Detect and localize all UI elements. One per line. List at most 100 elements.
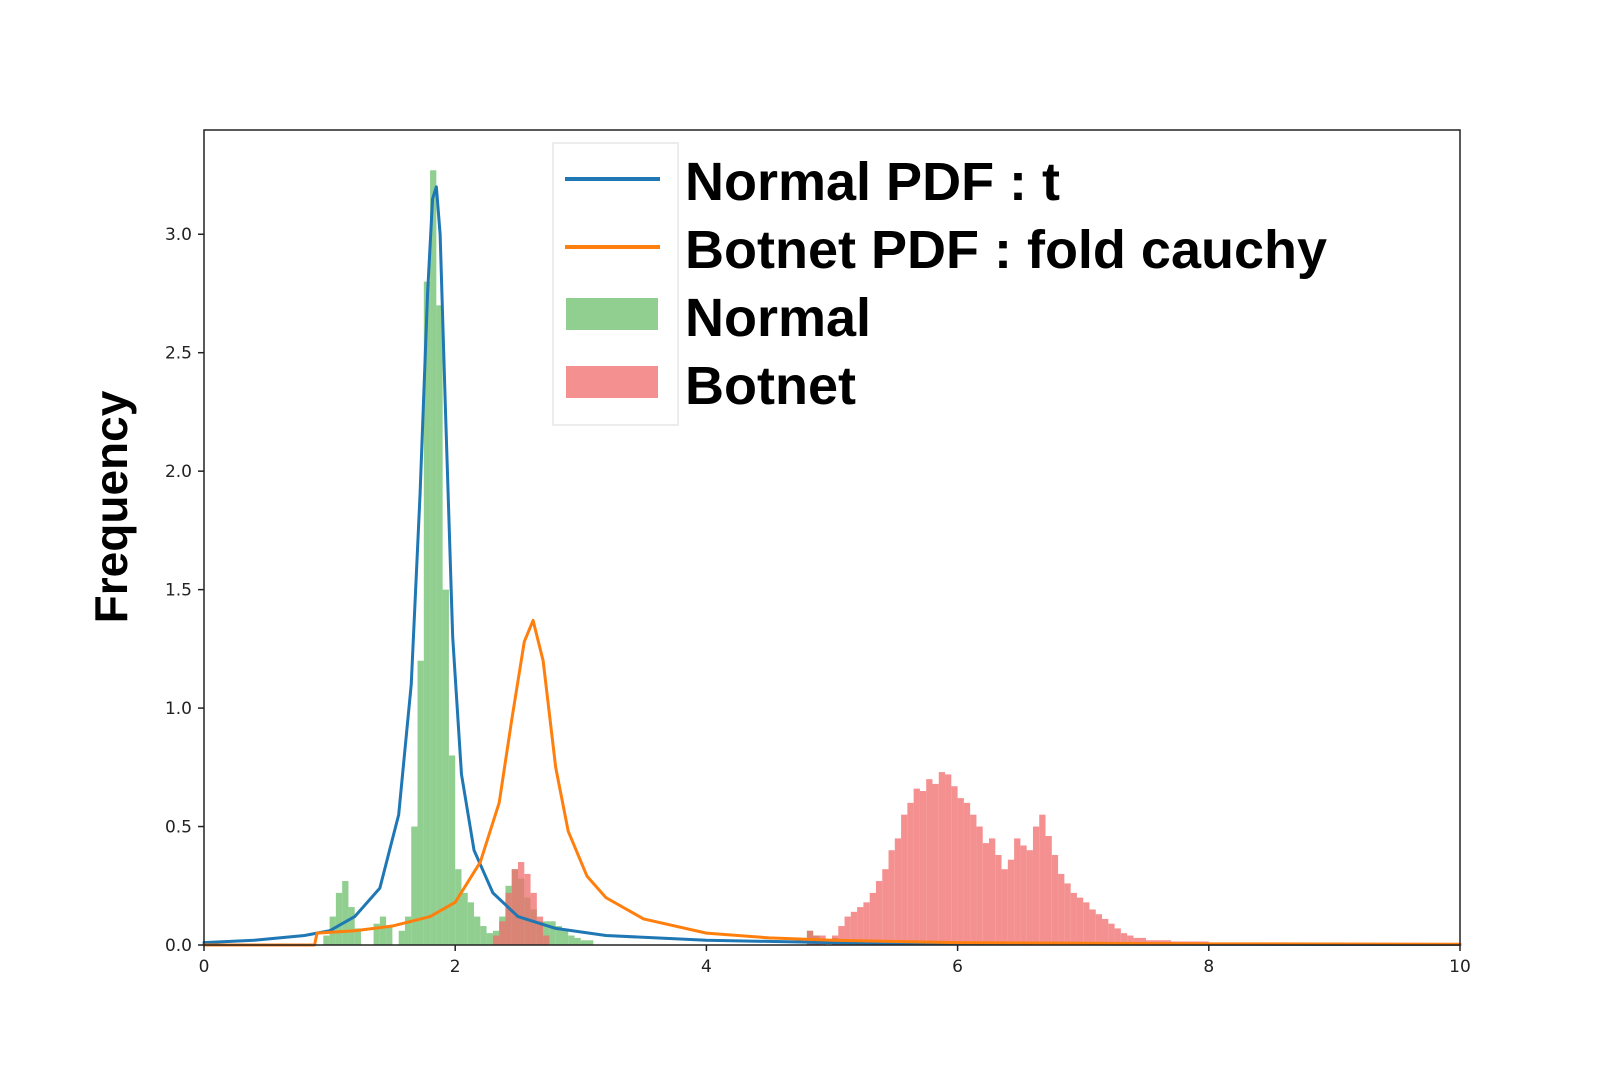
- histogram-bar: [989, 838, 996, 945]
- legend: Normal PDF : t Botnet PDF : fold cauchy No…: [552, 142, 1327, 426]
- histogram-bar: [913, 788, 920, 945]
- histogram-bar: [499, 921, 506, 945]
- histogram-bar: [474, 916, 481, 945]
- histogram-bar: [430, 170, 437, 945]
- histogram-bar: [436, 305, 443, 945]
- legend-label: Normal PDF : t: [685, 152, 1060, 212]
- y-tick-label: 1.0: [165, 699, 192, 719]
- histogram-bar: [1026, 850, 1033, 945]
- histogram-bar: [492, 935, 500, 945]
- legend-label: Botnet: [685, 356, 856, 416]
- y-tick-label: 2.0: [165, 462, 192, 482]
- histogram-bar: [1058, 873, 1065, 945]
- histogram-bar: [379, 916, 387, 945]
- histogram-bar: [467, 902, 475, 945]
- histogram-bar: [970, 814, 977, 945]
- histogram-bar: [518, 862, 525, 945]
- histogram-bar: [404, 916, 412, 945]
- x-tick-label: 4: [701, 957, 712, 977]
- histogram-bar: [894, 838, 902, 945]
- histogram-bar: [1095, 914, 1103, 945]
- histogram-bar: [857, 907, 864, 945]
- x-tick-label: 8: [1203, 957, 1214, 977]
- histogram-bar: [1039, 814, 1046, 945]
- histogram-bar: [838, 926, 845, 945]
- histogram-bar: [417, 660, 424, 945]
- histogram-bar: [373, 923, 380, 945]
- pdf-line-normal-pdf-t: [202, 185, 1462, 947]
- histogram-bar: [511, 869, 518, 945]
- legend-items: Normal PDF : t Botnet PDF : fold cauchy No…: [565, 152, 1327, 416]
- x-tick-label: 2: [450, 957, 461, 977]
- y-tick-label: 2.5: [165, 344, 192, 364]
- histogram-bar: [907, 802, 914, 945]
- histogram-bar: [1001, 869, 1008, 945]
- histogram-bar: [1070, 892, 1077, 945]
- histogram-bar: [423, 281, 431, 945]
- y-axis-label: Frequency: [85, 390, 137, 623]
- histogram-bar: [1108, 923, 1115, 945]
- histogram-bar: [386, 926, 393, 945]
- histogram-bar: [976, 826, 983, 945]
- histogram-bar: [448, 755, 456, 945]
- x-tick-label: 0: [199, 957, 210, 977]
- histogram-bar: [1014, 838, 1021, 945]
- histogram-bar: [354, 928, 361, 945]
- y-tick-label: 0.5: [165, 818, 192, 838]
- histogram-bar: [869, 892, 876, 945]
- histogram-bar: [1064, 883, 1071, 945]
- plot-background: [204, 130, 1460, 945]
- histogram-bar: [480, 926, 487, 945]
- histogram-bar: [1076, 897, 1084, 945]
- histogram-bar: [524, 873, 531, 945]
- histogram-bar: [398, 930, 405, 945]
- plot-frame: [203, 129, 1461, 946]
- histogram-bar: [951, 786, 958, 945]
- histogram-bar: [348, 907, 355, 945]
- x-tick-label: 10: [1449, 957, 1471, 977]
- histogram-bar: [995, 854, 1002, 945]
- x-tick-label: 6: [952, 957, 963, 977]
- histogram-bar: [863, 902, 870, 945]
- histogram-bar: [957, 798, 964, 945]
- histogram-bar: [1120, 933, 1128, 945]
- histogram-bar: [568, 935, 575, 945]
- histogram-bar: [1032, 826, 1040, 945]
- pdf-line-layer: [202, 185, 1462, 947]
- histogram-bar: [1083, 902, 1090, 945]
- histogram-bar: [1133, 937, 1146, 945]
- histogram-bar: [1102, 918, 1109, 945]
- y-tick-label: 3.0: [165, 225, 192, 245]
- histogram-bar: [932, 783, 939, 945]
- histogram-bar: [335, 892, 343, 945]
- histogram-bar: [555, 926, 562, 945]
- histogram-bar: [505, 892, 512, 945]
- histogram-bar: [945, 774, 952, 945]
- histogram-bar: [1089, 909, 1096, 945]
- histogram-bar: [806, 930, 814, 945]
- axis-layer: 0 2 4 6 8 10 0.0 0.5 1.0 1.5 2.0 2.5 3.0: [165, 225, 1471, 977]
- histogram-bar: [938, 772, 946, 945]
- histogram-bar: [530, 892, 537, 945]
- legend-patch-swatch: [566, 298, 658, 330]
- histogram-bar: [1007, 859, 1015, 945]
- histogram-bar: [580, 940, 594, 945]
- histogram-bar: [919, 791, 927, 945]
- histogram-bar: [1127, 935, 1134, 945]
- histogram-bar: [844, 916, 851, 945]
- y-tick-label: 0.0: [165, 936, 192, 956]
- histogram-bar: [926, 779, 933, 945]
- histogram-bar: [875, 881, 883, 945]
- histogram-bar: [561, 930, 569, 945]
- histogram-bar: [963, 802, 971, 945]
- histogram-bar: [1020, 845, 1027, 945]
- histogram-bar: [888, 850, 895, 945]
- histogram-bar: [342, 881, 349, 945]
- histogram-bar: [1114, 928, 1121, 945]
- histogram-bar: [549, 921, 556, 945]
- histogram-bar: [901, 814, 908, 945]
- histogram-bar: [543, 935, 550, 945]
- histogram-bar: [1051, 854, 1059, 945]
- legend-label: Normal: [685, 288, 871, 348]
